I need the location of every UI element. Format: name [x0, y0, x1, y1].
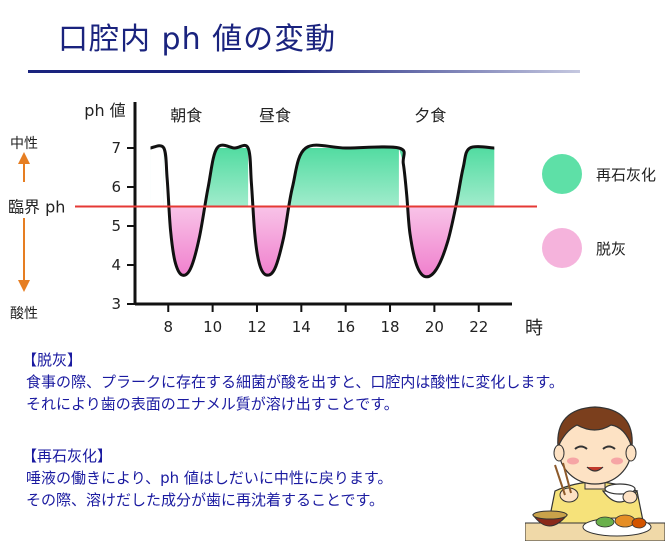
remineralization-heading: 【再石灰化】 [22, 447, 113, 465]
meal-label-2: 昼食 [259, 106, 291, 125]
x-tick-label-18: 18 [380, 318, 399, 336]
critical-ph-label: 臨界 ph [8, 198, 65, 217]
legend-label-1: 再石灰化 [596, 166, 656, 184]
x-tick-label-12: 12 [247, 318, 266, 336]
neutral-label: 中性 [10, 136, 38, 152]
ph-curve [150, 143, 495, 279]
demineralization-heading: 【脱灰】 [22, 351, 83, 369]
meal-label-3: 夕食 [414, 106, 446, 125]
x-tick-label-22: 22 [469, 318, 488, 336]
plateau-mask [150, 146, 164, 207]
remineralization-description: 【再石灰化】 唾液の働きにより、ph 値はしだいに中性に戻ります。 その際、溶け… [22, 445, 392, 511]
x-tick-label-10: 10 [203, 318, 222, 336]
x-tick-label-16: 16 [336, 318, 355, 336]
demineralization-line-1: 食事の際、プラークに存在する細菌が酸を出すと、口腔内は酸性に変化します。 [26, 373, 564, 391]
y-tick-label-4: 4 [111, 256, 121, 274]
demineralization-description: 【脱灰】 食事の際、プラークに存在する細菌が酸を出すと、口腔内は酸性に変化します… [22, 349, 564, 415]
acidic-label: 酸性 [10, 306, 38, 322]
edge-mask-3 [398, 146, 407, 207]
remineralization-area [150, 148, 495, 207]
y-axis-label: ph 値 [84, 101, 125, 120]
demineralization-area [150, 206, 495, 277]
y-tick-label-3: 3 [111, 295, 121, 313]
meal-label-1: 朝食 [170, 106, 202, 125]
x-tick-label-8: 8 [163, 318, 173, 336]
x-axis-label: 時 [525, 318, 543, 339]
x-tick-label-14: 14 [292, 318, 311, 336]
demineralization-line-2: それにより歯の表面のエナメル質が溶け出すことです。 [26, 395, 399, 413]
legend-label-2: 脱灰 [596, 240, 626, 258]
legend-swatch-1 [542, 154, 582, 194]
page-title: 口腔内 ph 値の変動 [58, 22, 337, 57]
remineralization-line-1: 唾液の働きにより、ph 値はしだいに中性に戻ります。 [26, 469, 393, 487]
y-tick-label-7: 7 [111, 139, 121, 157]
y-tick-label-5: 5 [111, 217, 121, 235]
title-underline [28, 70, 580, 73]
legend-swatch-2 [542, 228, 582, 268]
y-tick-label-6: 6 [111, 178, 121, 196]
eating-person-illustration [525, 406, 665, 541]
remineralization-line-2: その際、溶けだした成分が歯に再沈着することです。 [26, 491, 385, 509]
x-tick-label-20: 20 [425, 318, 444, 336]
